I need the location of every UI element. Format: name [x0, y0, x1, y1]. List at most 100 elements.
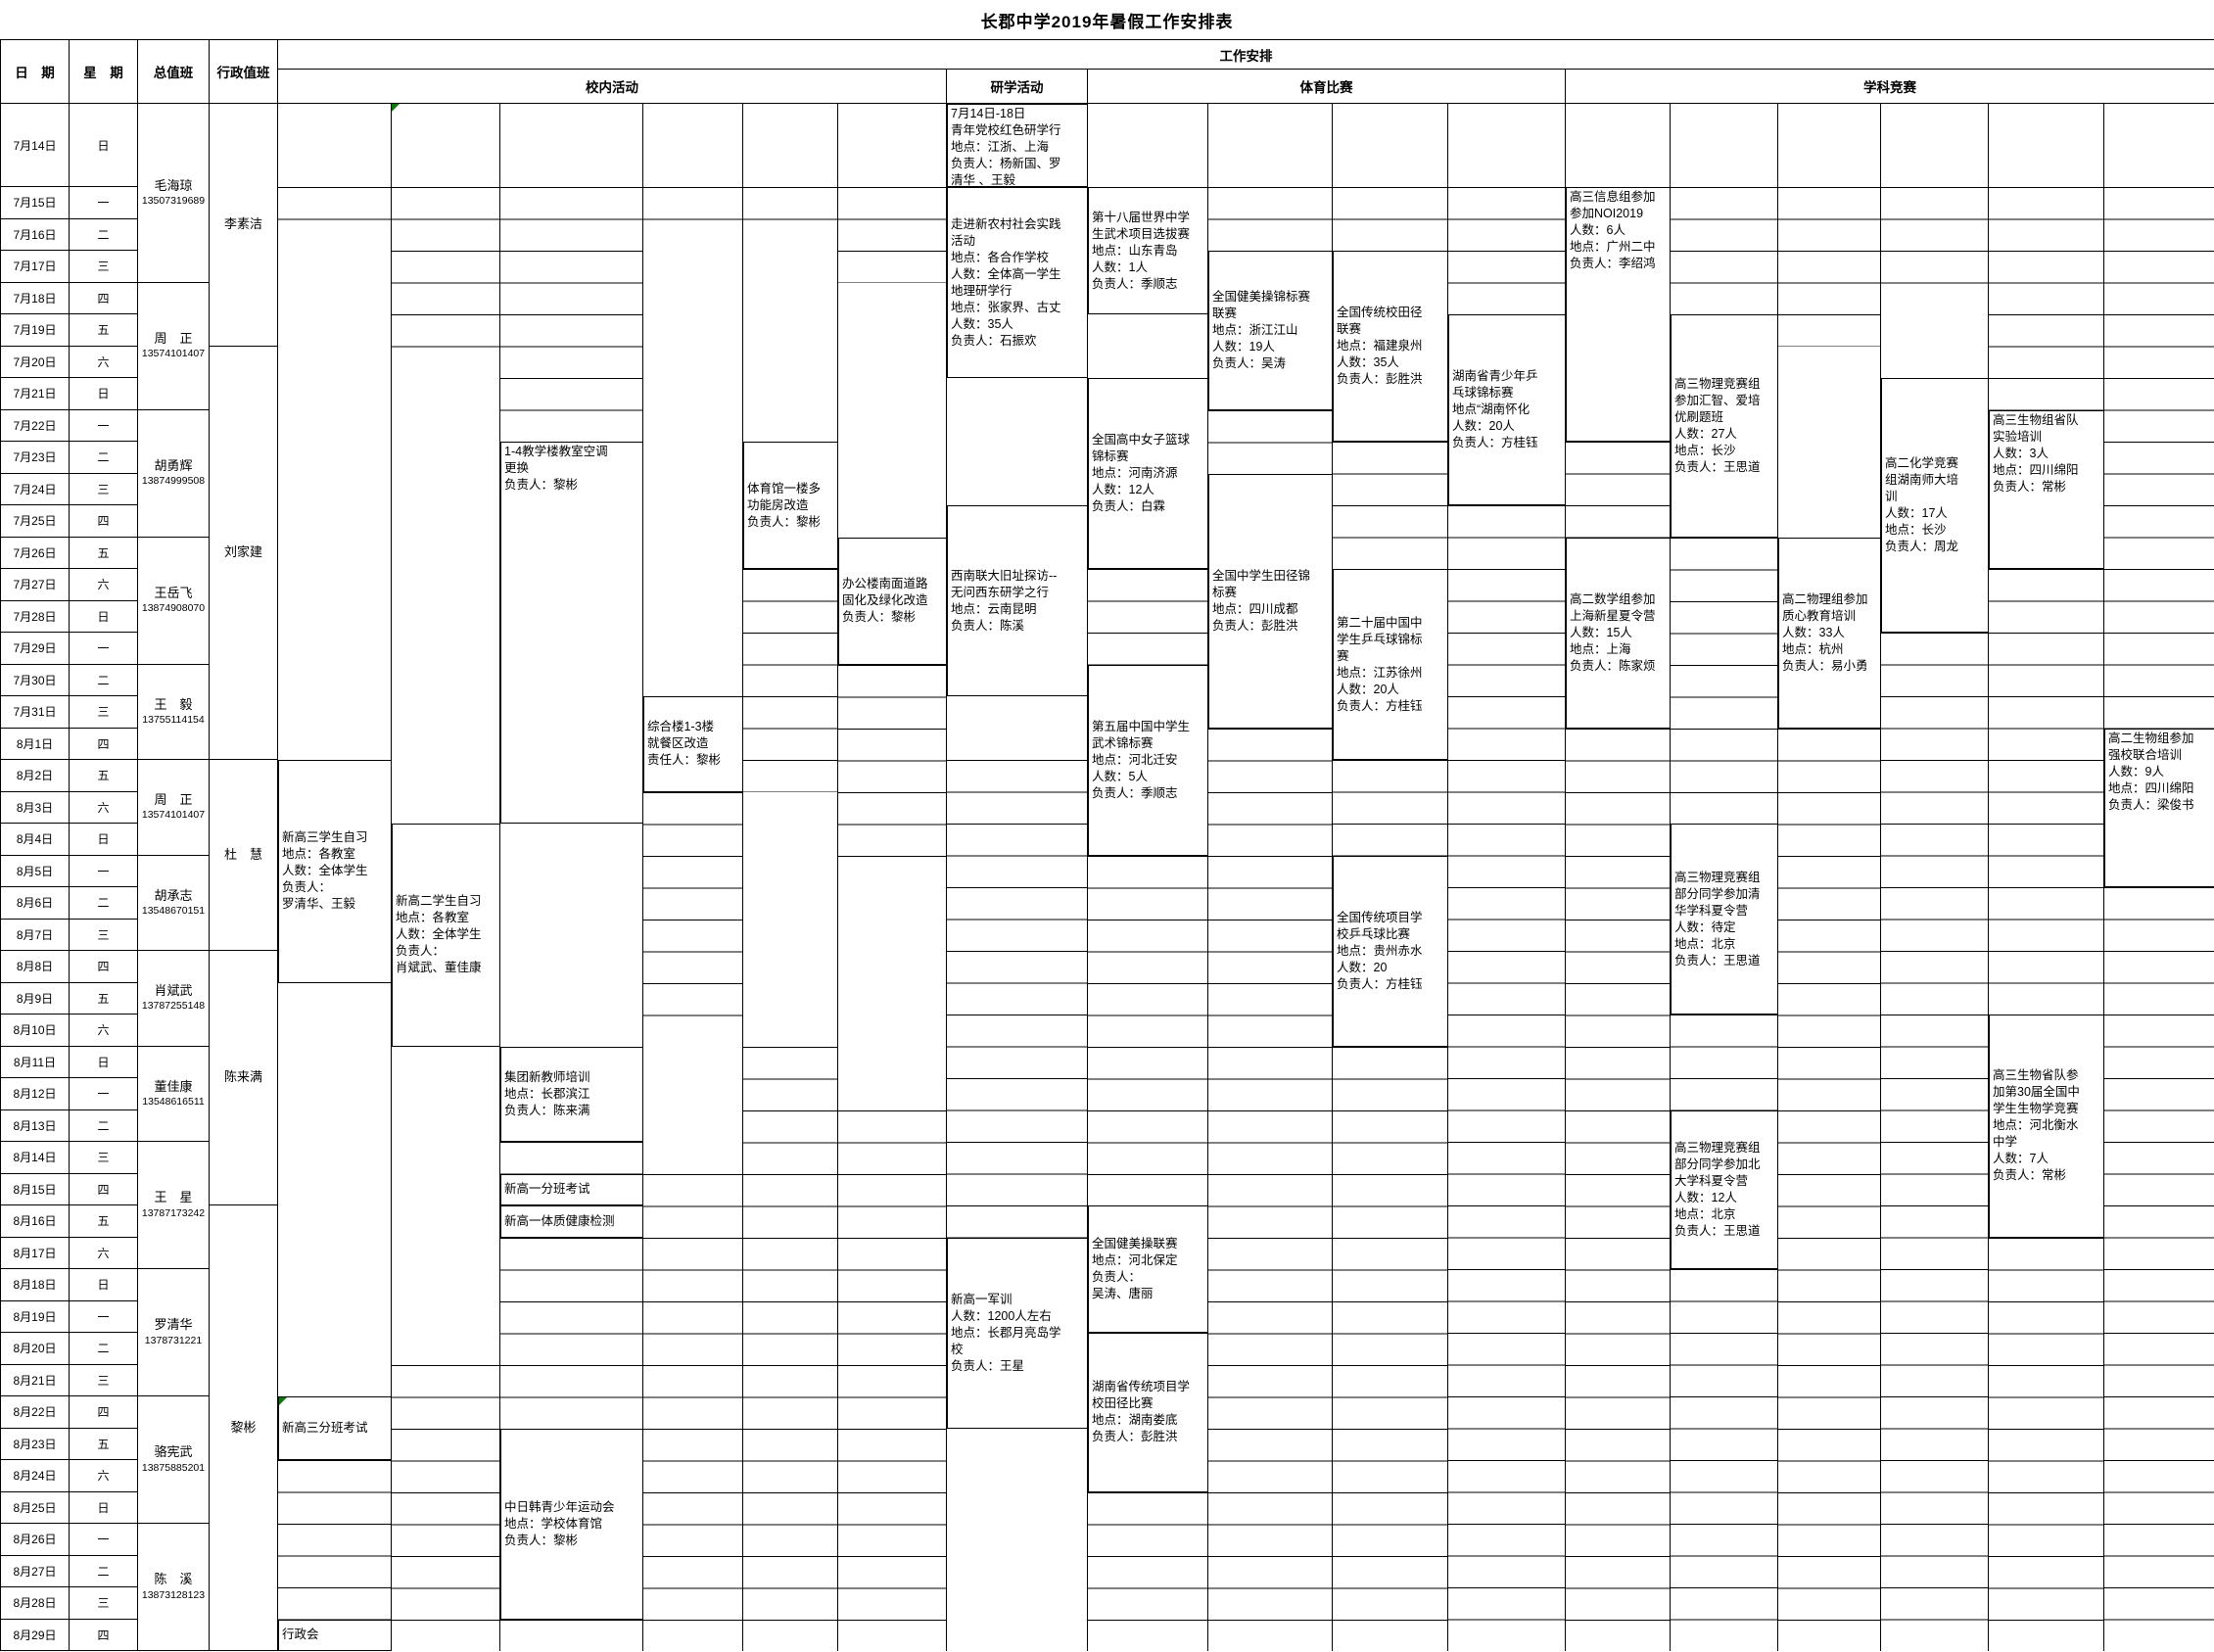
date-cell: 8月11日 — [1, 1046, 70, 1078]
weekday-cell: 四 — [70, 1619, 138, 1651]
grid-lines — [1778, 728, 1881, 1651]
event-text-line: 全国高中女子篮球 — [1092, 433, 1191, 447]
weekday-cell: 四 — [70, 1396, 138, 1429]
event-text-line: 地点：江苏徐州 — [1337, 665, 1423, 680]
event-cell: 第五届中国中学生 武术锦标赛 地点：河北迁安 人数：5人 负责人：季顺志 — [1088, 664, 1208, 856]
event-text-line: 集团新教师培训 — [504, 1069, 590, 1084]
duty-general-phone: 13875885201 — [141, 1461, 206, 1474]
grid-lines — [1088, 1491, 1208, 1651]
date-cell: 8月7日 — [1, 919, 70, 951]
date-cell: 7月15日 — [1, 187, 70, 219]
event-cell: 全国健美操锦标赛 联赛 地点：浙江江山 人数：19人 负责人：吴涛 — [1208, 251, 1333, 410]
weekday-cell: 五 — [70, 537, 138, 569]
grid-lines — [1671, 187, 1778, 314]
event-text-line: 负责人：黎彬 — [504, 478, 579, 492]
weekday-cell: 三 — [70, 1587, 138, 1620]
event-text-line: 人数：20人 — [1452, 419, 1515, 433]
duty-general-name: 王 星 — [154, 1190, 193, 1205]
event-cell: 全国健美操联赛 地点：河北保定 负责人： 吴涛、唐丽 — [1088, 1205, 1208, 1333]
event-text-line: 地点：湖南娄底 — [1092, 1413, 1178, 1428]
event-text-line: 吴涛、唐丽 — [1092, 1287, 1154, 1300]
duty-general-phone: 13755114154 — [142, 713, 205, 726]
event-text-line: 湖南省传统项目学 — [1092, 1380, 1191, 1394]
duty-general-phone: 13874999508 — [141, 475, 206, 488]
date-cell: 8月16日 — [1, 1205, 70, 1238]
weekday-cell: 六 — [70, 569, 138, 601]
weekday-cell: 五 — [70, 760, 138, 792]
event-text-line: 学生乒乓球锦标 — [1337, 632, 1423, 646]
event-text-line: 负责人：王思道 — [1674, 1223, 1761, 1238]
event-text-line: 无问西东研学之行 — [951, 585, 1050, 599]
date-cell: 8月22日 — [1, 1396, 70, 1429]
event-cell: 湖南省青少年乒 乓球锦标赛 地点“湖南怀化 人数：20人 负责人：方桂钰 — [1448, 314, 1566, 505]
date-cell: 8月15日 — [1, 1173, 70, 1205]
event-text-line: 负责人：方桂钰 — [1452, 436, 1538, 449]
weekday-cell: 六 — [70, 1015, 138, 1047]
event-text-line: 校 — [951, 1342, 964, 1356]
event-text-line: 地点：贵州赤水 — [1337, 943, 1423, 958]
grid-lines — [838, 664, 947, 887]
event-text-line: 负责人：王星 — [951, 1358, 1025, 1373]
duty-admin-cell: 陈来满 — [210, 951, 278, 1205]
event-text-line: 责任人：黎彬 — [647, 753, 722, 768]
event-cell: 全国高中女子篮球 锦标赛 地点：河南济源 人数：12人 负责人：白霖 — [1088, 378, 1208, 569]
schedule-table: 日 期星 期总值班 行政值班 工作安排 校内活动 研学活动 体育比赛 学科竞赛 7月14日日 7… — [0, 39, 2214, 1651]
event-cell: 高二化学竞赛 组湖南师大培训人数：17人 地点：长沙 负责人：周龙 — [1881, 378, 1989, 633]
event-text-line: 实验培训 — [1993, 429, 2043, 444]
event-text-line: 赛 — [1337, 648, 1349, 663]
event-text-line: 负责人：白霖 — [1092, 499, 1166, 513]
event-text-line: 参加NOI2019 — [1570, 207, 1644, 220]
event-text-line: 部分同学参加清 — [1674, 886, 1761, 901]
duty-general-phone: 13548670151 — [141, 904, 206, 917]
header-week: 星 期 — [70, 40, 138, 104]
event-text-line: 华学科夏令营 — [1674, 903, 1749, 918]
date-cell: 8月18日 — [1, 1269, 70, 1301]
event-text-line: 联赛 — [1337, 322, 1362, 336]
duty-general-cell: 王 毅 13755114154 — [138, 664, 210, 760]
weekday-cell: 三 — [70, 251, 138, 283]
date-cell: 7月31日 — [1, 696, 70, 729]
event-text-line: 负责人：王思道 — [1674, 459, 1761, 474]
duty-general-cell: 肖斌武 13787255148 — [138, 951, 210, 1047]
date-cell: 8月3日 — [1, 791, 70, 824]
event-text-line: 负责人：彭胜洪 — [1092, 1430, 1178, 1444]
grid-lines — [1088, 569, 1208, 665]
event-text-line: 人数：17人 — [1885, 506, 1948, 520]
event-text-line: 组湖南师大培 — [1885, 473, 1959, 487]
grid-lines — [2104, 887, 2214, 1651]
event-text-line: 负责人：梁俊书 — [2108, 797, 2194, 812]
weekday-cell: 日 — [70, 824, 138, 856]
event-text-line: 校田径比赛 — [1092, 1396, 1154, 1411]
event-text-line: 人数：1200人左右 — [951, 1308, 1052, 1323]
weekday-cell: 五 — [70, 1205, 138, 1238]
event-text-line: 走进新农村社会实践 — [951, 216, 1061, 231]
event-text-line: 全国传统项目学 — [1337, 910, 1423, 924]
duty-general-name: 周 正 — [154, 792, 193, 808]
event-text-line: 行政会 — [282, 1628, 319, 1642]
event-text-line: 人数：20 — [1337, 960, 1388, 974]
event-text-line: 地点：学校体育馆 — [504, 1516, 603, 1531]
event-text-line: 负责人：常彬 — [1993, 1168, 2067, 1183]
event-text-line: 人数：12人 — [1674, 1190, 1737, 1204]
duty-general-cell: 胡勇辉 13874999508 — [138, 409, 210, 538]
event-text-line: 西南联大旧址探访-- — [951, 568, 1058, 583]
event-cell — [392, 104, 500, 187]
event-text-line: 1-4教学楼教室空调 — [504, 445, 608, 458]
event-text-line: 质心教育培训 — [1782, 608, 1857, 623]
weekday-cell: 三 — [70, 696, 138, 729]
event-text-line: 新高一分班考试 — [504, 1182, 590, 1197]
weekday-cell: 二 — [70, 664, 138, 696]
event-text-line: 人数：全体高一学生 — [951, 266, 1061, 281]
event-cell: 走进新农村社会实践 活动 地点：各合作学校 人数：全体高一学生 地理研学行 地点：张家界、… — [947, 187, 1088, 378]
weekday-cell: 六 — [70, 346, 138, 378]
event-text-line: 部分同学参加北 — [1674, 1156, 1761, 1171]
grid-lines — [643, 791, 743, 1047]
date-cell: 8月21日 — [1, 1364, 70, 1396]
weekday-cell: 一 — [70, 855, 138, 887]
event-text-line: 负责人：黎彬 — [747, 514, 822, 529]
event-text-line: 负责人：易小勇 — [1782, 658, 1868, 673]
event-cell: 新高一军训 人数：1200人左右 地点：长郡月亮岛学校负责人：王星 — [947, 1237, 1088, 1429]
event-cell: 西南联大旧址探访-- 无问西东研学之行 地点：云南昆明 负责人：陈溪 — [947, 505, 1088, 696]
event-text-line: 乓球锦标赛 — [1452, 386, 1514, 400]
grid-lines — [1671, 537, 1778, 824]
